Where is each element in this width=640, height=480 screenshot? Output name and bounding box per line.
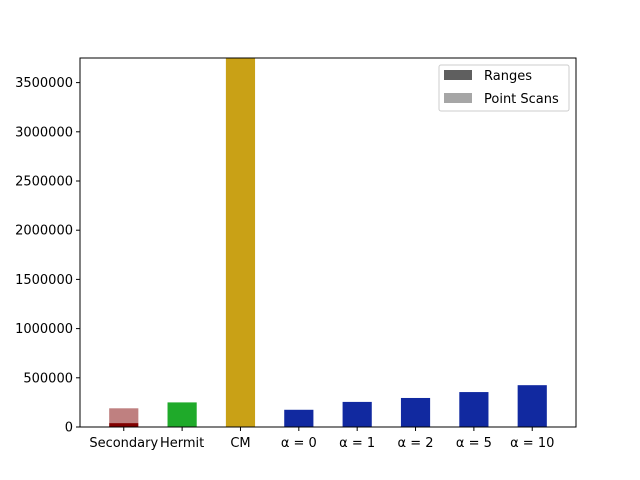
y-tick-label: 2500000 <box>15 175 73 190</box>
legend-swatch-point-scans <box>444 93 472 103</box>
bar-point-scans-1 <box>167 402 197 427</box>
x-tick-label: α = 0 <box>281 436 317 451</box>
x-tick-label: α = 10 <box>510 436 554 451</box>
y-tick-label: 3500000 <box>15 76 73 91</box>
y-axis: 0 500000 1000000 1500000 2000000 2500000 30000… <box>15 76 80 436</box>
x-tick-label: CM <box>230 436 250 451</box>
legend: Ranges Point Scans <box>438 64 570 112</box>
x-axis: Secondary Hermit CM α = 0 α = 1 α = 2 α = 5 α =… <box>89 427 554 451</box>
y-tick-label: 3000000 <box>15 125 73 140</box>
bar-ranges-0 <box>109 423 139 427</box>
y-tick-label: 1000000 <box>15 322 73 337</box>
bar-point-scans-0 <box>109 408 139 424</box>
bar-point-scans-2 <box>225 58 256 427</box>
bar-point-scans-7 <box>517 385 547 427</box>
x-tick-label: α = 5 <box>456 436 492 451</box>
bars-group <box>109 58 547 427</box>
plot-frame <box>79 57 577 428</box>
x-tick-label: Hermit <box>160 436 204 451</box>
y-tick-label: 2000000 <box>15 224 73 239</box>
y-tick-label: 1500000 <box>15 273 73 288</box>
legend-label-ranges: Ranges <box>484 69 532 84</box>
x-tick-label: α = 2 <box>398 436 434 451</box>
y-tick-label: 0 <box>65 421 73 436</box>
legend-swatch-ranges <box>444 70 472 80</box>
y-tick-label: 500000 <box>23 371 73 386</box>
bar-point-scans-6 <box>459 392 489 427</box>
x-tick-label: α = 1 <box>339 436 375 451</box>
bar-point-scans-5 <box>400 397 431 427</box>
x-tick-label: Secondary <box>89 436 158 451</box>
legend-label-point-scans: Point Scans <box>484 92 559 107</box>
bar-point-scans-4 <box>342 401 372 427</box>
bar-point-scans-3 <box>284 409 314 427</box>
